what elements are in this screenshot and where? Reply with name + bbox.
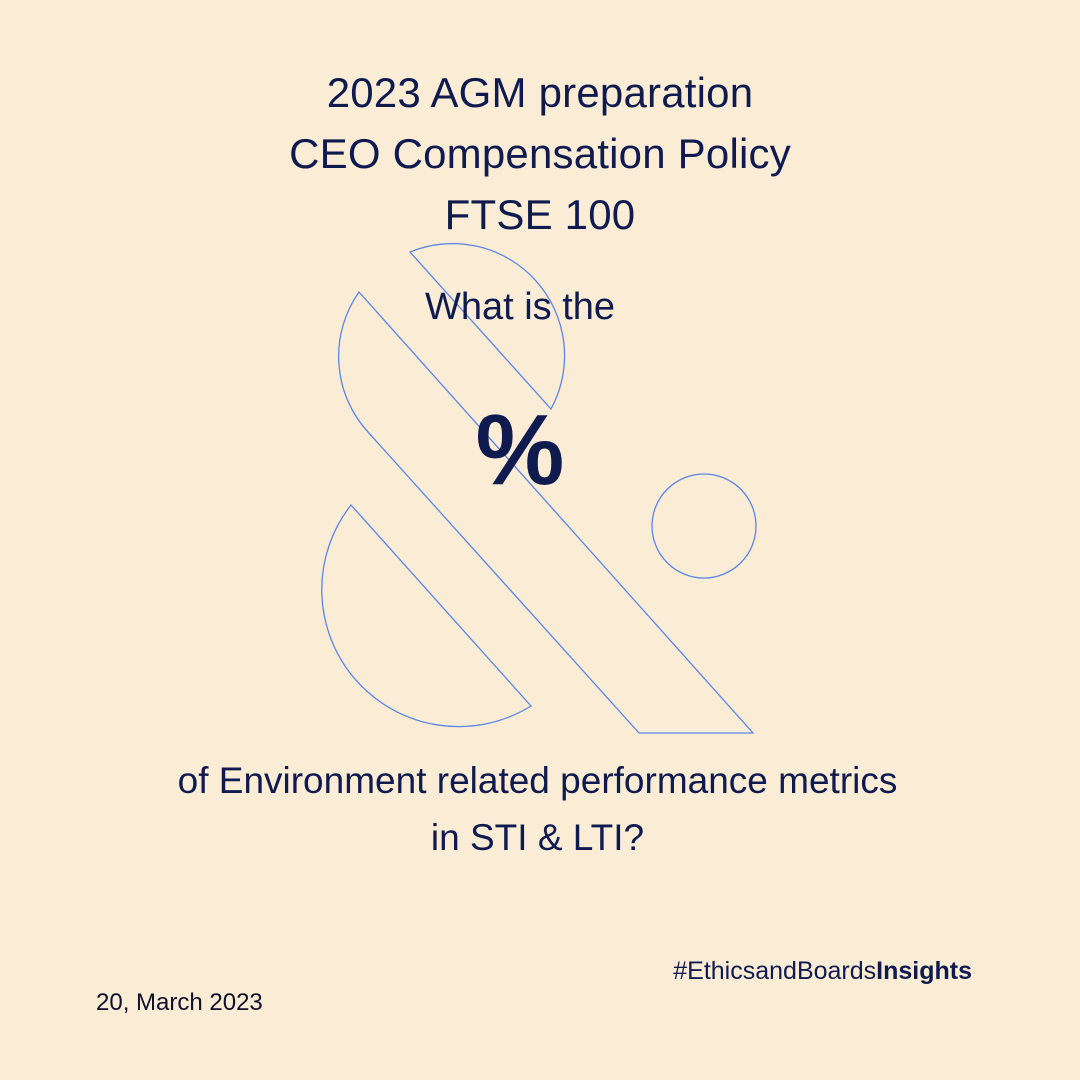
publish-date: 20, March 2023 <box>96 989 263 1016</box>
question-rest-text: of Environment related performance metri… <box>0 752 1075 866</box>
hashtag: #EthicsandBoardsInsights <box>673 954 972 988</box>
ampersand-dot-shape <box>651 473 757 579</box>
hashtag-regular-text: #EthicsandBoards <box>673 957 877 985</box>
question-line-metrics: of Environment related performance metri… <box>177 760 898 801</box>
title-line-agm: 2023 AGM preparation <box>326 69 754 116</box>
title-line-policy: CEO Compensation Policy <box>289 130 791 177</box>
percent-symbol: % <box>475 394 565 506</box>
question-line-incentives: in STI & LTI? <box>430 817 645 858</box>
title-line-index: FTSE 100 <box>444 191 636 238</box>
ampersand-top-lobe-shape <box>408 242 566 411</box>
question-lead-text: What is the <box>424 286 616 328</box>
ampersand-bottom-lobe-shape <box>321 503 533 728</box>
hashtag-bold-text: Insights <box>876 957 972 985</box>
page-title: 2023 AGM preparation CEO Compensation Po… <box>0 62 1080 245</box>
ampersand-diagonal-stroke-shape <box>337 290 755 734</box>
